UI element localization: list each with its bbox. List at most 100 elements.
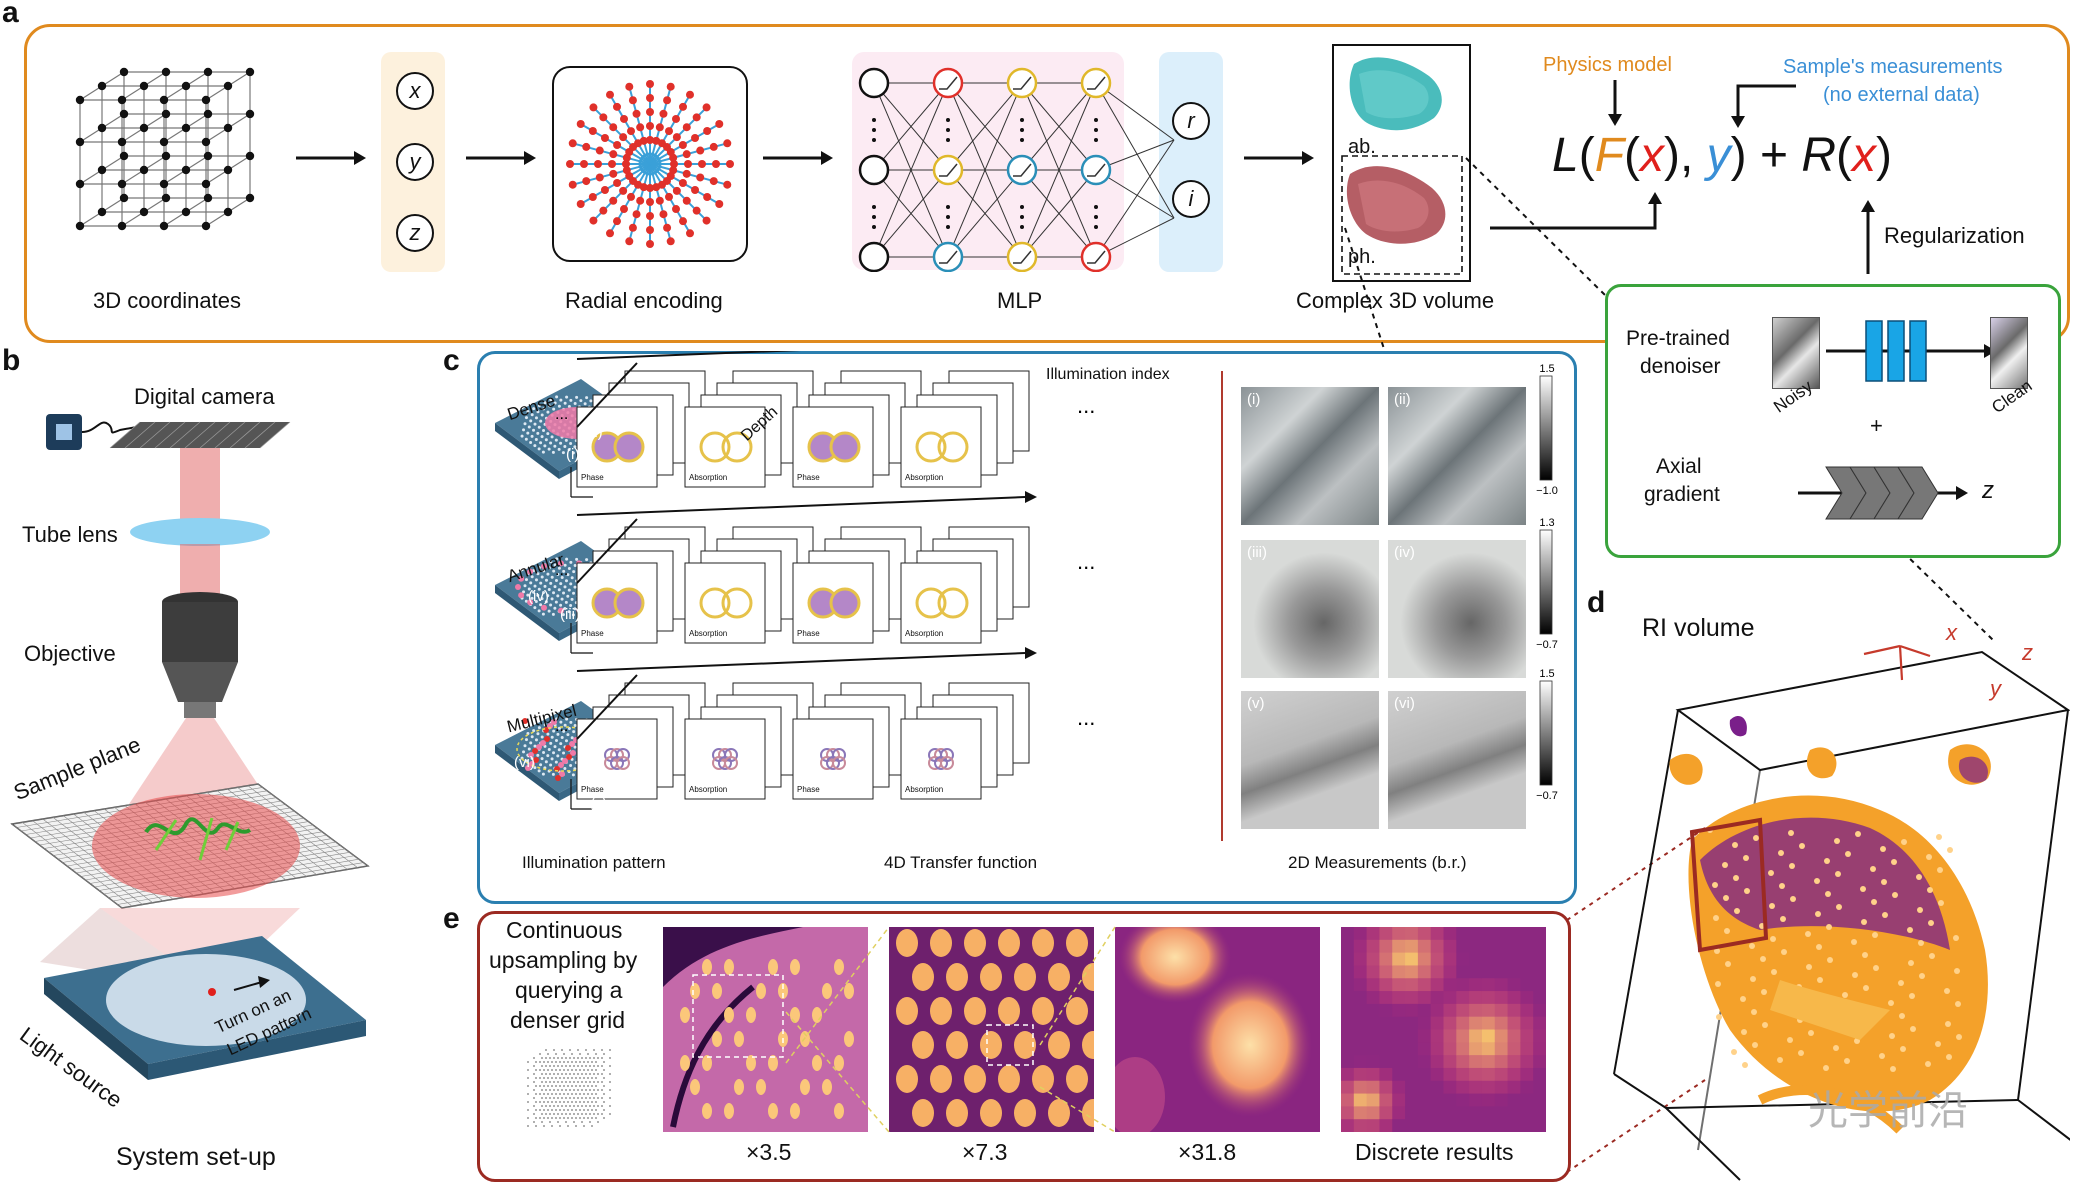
- microscope-setup-graphic: [10, 414, 370, 1080]
- mag-caption-1: ×3.5: [746, 1139, 792, 1165]
- regularization-label: Regularization: [1884, 223, 2025, 248]
- multipixel-mark-v: (v): [590, 796, 608, 813]
- measurement-image: (iii): [1241, 540, 1379, 678]
- complex-volume-box: ab. ph.: [1332, 44, 1471, 282]
- watermark-text: 光学前沿: [1808, 1089, 1968, 1133]
- tube-lens-label: Tube lens: [22, 522, 118, 547]
- tf-panel-label: Absorption: [689, 785, 728, 794]
- arrow-1: [296, 148, 366, 173]
- panel-label-b: b: [2, 344, 21, 377]
- transfer-function-graphic: .................. 1.5 −1.0 1.3 −0.7 1.5 −0.7: [495, 351, 1558, 841]
- loss-L: L: [1552, 129, 1579, 182]
- tf-panel-label: Absorption: [905, 785, 944, 794]
- plus-sign: +: [1870, 413, 1883, 438]
- panel-label-a: a: [2, 0, 19, 29]
- lattice-cube-graphic: [75, 67, 255, 231]
- coordinate-inputs-box: x y z: [381, 52, 445, 272]
- upsampling-line1: Continuous: [506, 917, 623, 943]
- tf-panel-label: Phase: [797, 785, 820, 794]
- magnified-image-7-3: [889, 927, 1094, 1132]
- digital-camera-label: Digital camera: [134, 384, 275, 409]
- multipixel-mark-vi: (vi): [514, 754, 535, 771]
- loss-F: F: [1594, 129, 1625, 182]
- svg-text:−0.7: −0.7: [1536, 639, 1558, 651]
- col-caption-transfer: 4D Transfer function: [884, 853, 1038, 872]
- measurement-image: (ii): [1388, 387, 1526, 525]
- upsampling-line3: querying a: [515, 977, 623, 1003]
- measurements-arrow: [1731, 84, 1796, 128]
- measurement-mark: (vi): [1394, 695, 1415, 712]
- panel-c-frame: [477, 351, 1577, 904]
- tf-panel-label: Absorption: [689, 629, 728, 638]
- measurement-image: (i): [1241, 387, 1379, 525]
- axial-z-label: z: [1982, 477, 1994, 504]
- tf-panel-label: Phase: [581, 473, 604, 482]
- clean-image-thumb: [1990, 317, 2028, 389]
- arrow-2: [466, 148, 536, 173]
- loss-x2: x: [1852, 129, 1877, 182]
- upsampling-line4: denser grid: [510, 1007, 626, 1033]
- panel-a-frame: [24, 24, 2070, 343]
- dense-mark-ii: (ii): [586, 424, 603, 441]
- denoiser-network-icon: [1826, 320, 1996, 382]
- regularizer-panel: Pre-trained denoiser Noisy Clean + Axial…: [1605, 284, 2061, 558]
- axial-gradient-icon: [1798, 466, 1968, 520]
- tf-panel-label: Absorption: [689, 473, 728, 482]
- loss-x: x: [1640, 129, 1664, 182]
- mag-caption-3: ×31.8: [1178, 1139, 1237, 1165]
- measurement-mark: (iv): [1394, 544, 1415, 561]
- svg-text:...: ...: [555, 718, 568, 735]
- measurements-line2: (no external data): [1823, 84, 1980, 106]
- measurement-mark: (iii): [1247, 544, 1267, 561]
- physics-arrow: [1608, 80, 1622, 126]
- mag-caption-4: Discrete results: [1355, 1139, 1514, 1165]
- encoding-label: Radial encoding: [565, 288, 723, 313]
- tf-panel-label: Phase: [581, 785, 604, 794]
- mlp-label: MLP: [997, 288, 1043, 313]
- tf-panel-label: Phase: [581, 629, 604, 638]
- physics-model-label: Physics model: [1543, 54, 1672, 76]
- col-caption-measurements: 2D Measurements (b.r.): [1288, 853, 1467, 872]
- svg-text:...: ...: [1077, 705, 1095, 730]
- complex-output-box: [1159, 52, 1223, 272]
- ri-volume-title: RI volume: [1642, 614, 1755, 642]
- loss-equation: L(F(x), y) + R(x): [1552, 129, 1893, 182]
- axial-line1: Axial: [1656, 455, 1702, 478]
- dense-grid-cube: [527, 1049, 611, 1127]
- mag-caption-2: ×7.3: [962, 1139, 1008, 1165]
- measurement-image: (vi): [1388, 691, 1526, 829]
- discrete-results-image: [1341, 927, 1546, 1132]
- annular-mark-iv: (iv): [528, 588, 549, 605]
- illumination-index-label: Illumination index: [1046, 366, 1170, 383]
- volume-ab-label: ab.: [1348, 136, 1376, 158]
- coord-z: z: [396, 214, 434, 252]
- output-r: r: [1172, 102, 1210, 140]
- measurement-mark: (v): [1247, 695, 1265, 712]
- svg-text:...: ...: [1077, 393, 1095, 418]
- regularization-arrow: [1861, 200, 1875, 274]
- volume-label: Complex 3D volume: [1296, 288, 1495, 313]
- svg-text:−0.7: −0.7: [1536, 790, 1558, 802]
- tf-panel-label: Phase: [797, 629, 820, 638]
- svg-text:...: ...: [1077, 549, 1095, 574]
- measurement-mark: (ii): [1394, 391, 1411, 408]
- measurement-image: (v): [1241, 691, 1379, 829]
- annular-mark-iii: (iii): [560, 606, 580, 623]
- loss-plus: +: [1760, 129, 1789, 182]
- arrow-3: [763, 148, 833, 173]
- mlp-network-graphic: [858, 67, 1175, 272]
- coord-y: y: [396, 143, 434, 181]
- svg-text:...: ...: [555, 562, 568, 579]
- system-setup-caption: System set-up: [116, 1143, 276, 1171]
- ri-volume-graphic: [1613, 644, 2070, 1181]
- output-i: i: [1172, 180, 1210, 218]
- mlp-background: [852, 52, 1124, 270]
- loss-y: y: [1706, 129, 1731, 182]
- upsampling-line2: upsampling by: [489, 947, 638, 973]
- volume-renderings: [1341, 57, 1463, 275]
- objective-label: Objective: [24, 641, 116, 666]
- ri-axis-z: z: [2022, 640, 2033, 665]
- coord-x: x: [396, 72, 434, 110]
- volume-ph-label: ph.: [1348, 246, 1376, 268]
- coords-label: 3D coordinates: [93, 288, 241, 313]
